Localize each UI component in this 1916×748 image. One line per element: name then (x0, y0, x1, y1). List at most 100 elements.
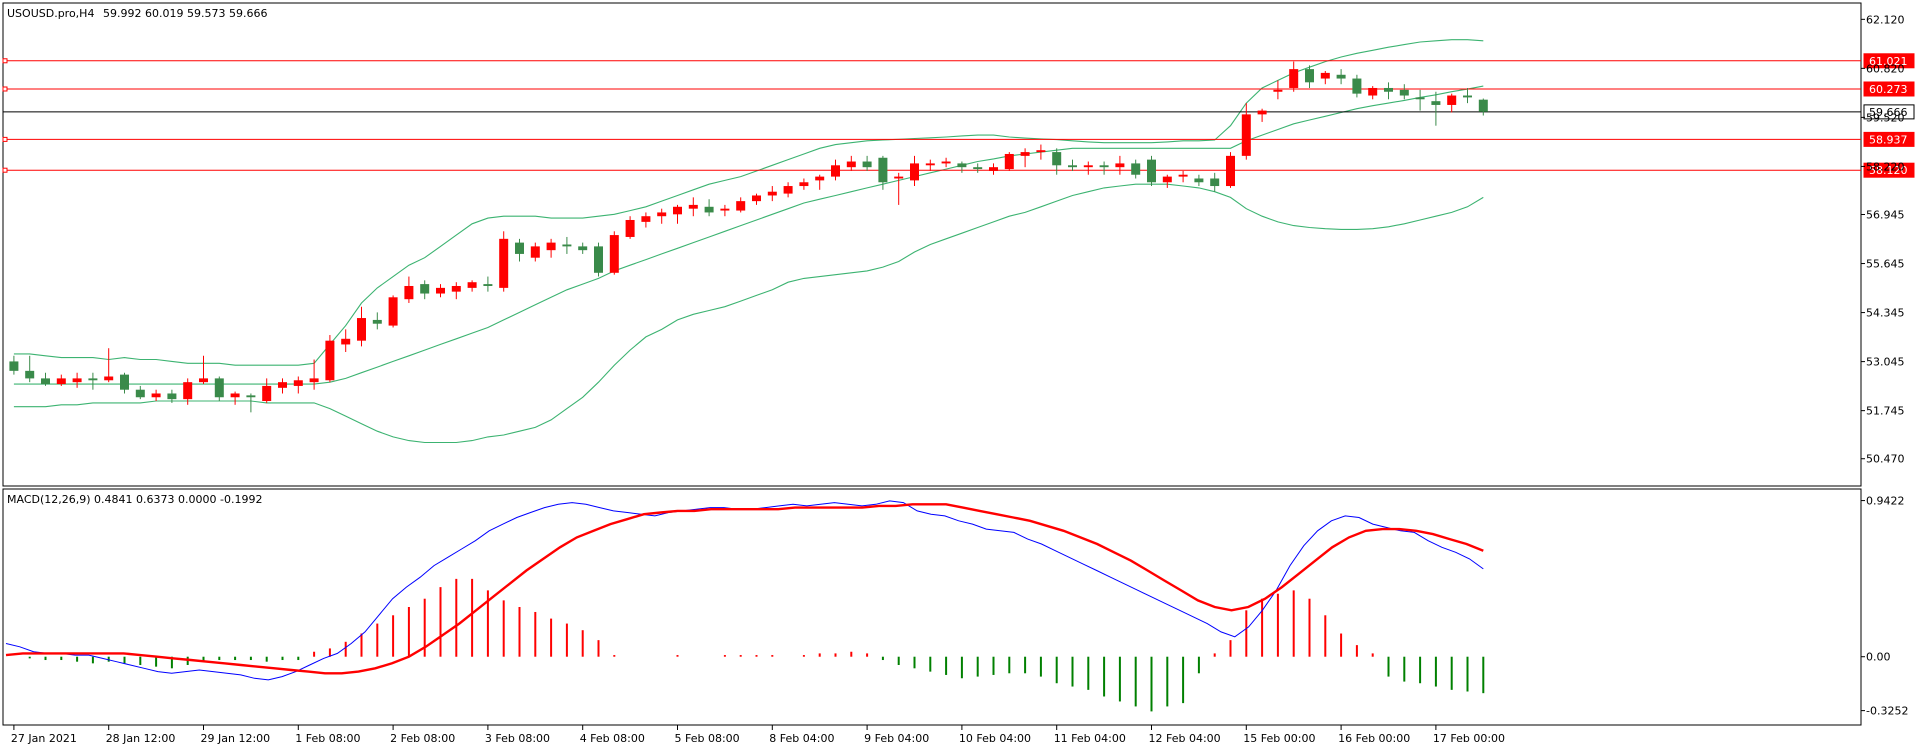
candle (625, 216, 635, 239)
time-tick-label: 15 Feb 00:00 (1243, 732, 1315, 745)
price-axis: 62.120 60.820 59.520 58.220 56.945 55.645 54.3… (1861, 13, 1905, 466)
candle (262, 378, 272, 403)
time-tick-label: 11 Feb 04:00 (1054, 732, 1126, 745)
candle (120, 372, 129, 394)
candle-body (88, 378, 98, 381)
level-anchor[interactable] (2, 167, 8, 173)
candle (214, 376, 224, 402)
candle-body (483, 284, 493, 286)
candle (167, 389, 177, 403)
candle (1447, 93, 1457, 113)
candle (594, 242, 603, 277)
candle (1273, 80, 1283, 100)
candle (720, 204, 730, 217)
candle-body (515, 242, 524, 254)
candle (1463, 87, 1472, 104)
candle-body (104, 376, 114, 381)
candle (72, 372, 82, 388)
candle (799, 178, 809, 190)
candle (483, 276, 493, 292)
level-price-label: 58.937 (1869, 133, 1908, 146)
level-anchor[interactable] (2, 86, 8, 92)
candle-body (1099, 165, 1109, 168)
time-tick-label: 5 Feb 08:00 (675, 732, 740, 745)
level-anchor[interactable] (2, 58, 8, 64)
level-anchor[interactable] (2, 136, 8, 142)
candle-body (1241, 114, 1251, 156)
candle-body (309, 378, 319, 383)
candle (910, 155, 919, 187)
level-price-label: 60.273 (1869, 83, 1908, 96)
macd-signal-line (5, 503, 1484, 675)
candle-body (1415, 97, 1425, 100)
candle-body (1463, 95, 1472, 98)
candle (104, 348, 114, 383)
candle (831, 159, 840, 181)
candle (515, 238, 524, 262)
price-tick-label: 53.045 (1866, 356, 1905, 369)
candle (973, 163, 983, 173)
candle-body (609, 235, 619, 273)
price-tick-label: 59.520 (1866, 111, 1905, 124)
bollinger-upper (13, 39, 1484, 366)
candle (388, 295, 398, 328)
candle (657, 208, 667, 224)
macd-tick-label: 0.9422 (1866, 495, 1905, 508)
candle (1020, 148, 1030, 168)
candle (309, 359, 319, 390)
candle (546, 238, 556, 258)
candle (41, 372, 50, 386)
candle-body (862, 161, 872, 168)
candle-body (910, 163, 919, 181)
time-tick-label: 9 Feb 04:00 (864, 732, 929, 745)
time-tick-label: 16 Feb 00:00 (1338, 732, 1410, 745)
candle-body (941, 161, 951, 164)
candle-body (499, 238, 509, 288)
candle-body (578, 246, 588, 251)
candle-body (1115, 163, 1125, 168)
candle-body (720, 208, 730, 211)
level-price-tag (1863, 81, 1915, 97)
time-tick-label: 12 Feb 04:00 (1149, 732, 1221, 745)
candle-body (246, 395, 256, 398)
candle (1352, 74, 1362, 98)
price-tick-label: 58.220 (1866, 160, 1905, 173)
price-tick-label: 62.120 (1866, 13, 1905, 26)
candle (357, 306, 366, 347)
candle-body (467, 282, 477, 288)
candle (467, 280, 477, 292)
horizontal-levels[interactable]: 61.021 60.273 59.666 58.937 58.120 (2, 53, 1915, 178)
candle (325, 335, 335, 383)
candle (989, 163, 998, 175)
macd-axis: 0.9422 0.00 -0.3252 (1861, 495, 1908, 718)
candle-body (594, 246, 603, 273)
candle (783, 182, 793, 198)
candle (1257, 108, 1267, 122)
candle-body (9, 361, 19, 371)
candle-body (404, 285, 414, 300)
candle-body (1320, 72, 1330, 79)
candle-body (151, 393, 161, 398)
level-price-label: 59.666 (1869, 106, 1908, 119)
candle (1115, 155, 1125, 175)
candle (1226, 152, 1235, 188)
candle-body (199, 378, 208, 383)
candle (1052, 148, 1062, 175)
candle-body (878, 157, 888, 183)
candle-body (325, 340, 335, 381)
price-tick-label: 55.645 (1866, 258, 1905, 271)
candle (135, 385, 145, 400)
candle (1131, 159, 1141, 179)
candle (1194, 174, 1204, 187)
price-tick-label: 56.945 (1866, 209, 1905, 222)
level-price-tag (1863, 162, 1915, 178)
candle-body (1226, 155, 1235, 187)
ohlc-readout: 59.992 60.019 59.573 59.666 (103, 7, 267, 20)
level-price-label: 61.021 (1869, 55, 1908, 68)
candle-body (436, 287, 445, 294)
candle (499, 231, 509, 292)
candle (530, 242, 540, 262)
candle (704, 199, 714, 217)
level-price-tag (1863, 104, 1915, 120)
